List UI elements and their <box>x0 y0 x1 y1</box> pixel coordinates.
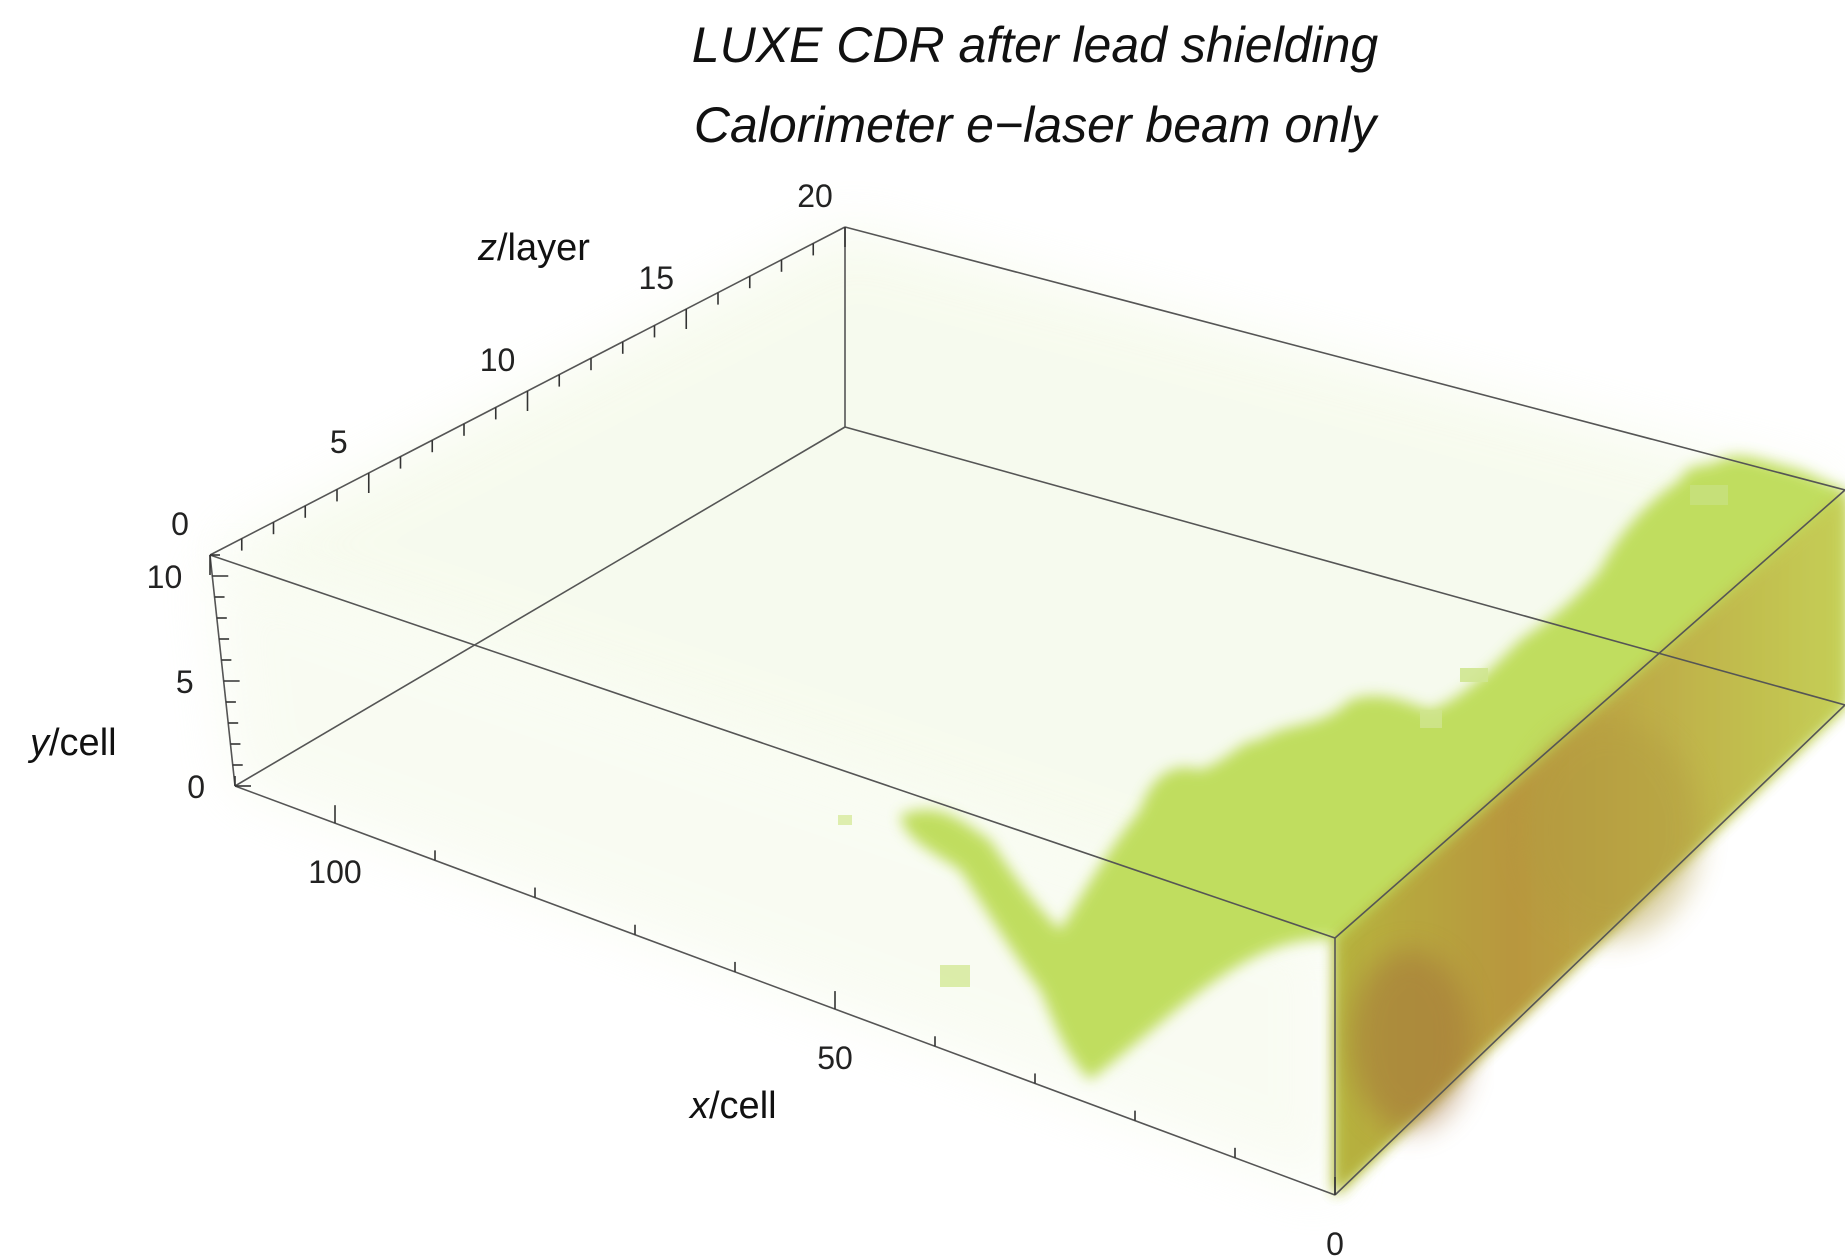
z-axis-var: z <box>477 227 497 269</box>
edge <box>209 554 236 787</box>
x-tick-label: 100 <box>308 854 361 890</box>
speck <box>940 965 970 987</box>
x-tick-label: 0 <box>1326 1226 1344 1257</box>
y-tick-label: 0 <box>187 769 205 805</box>
speck <box>838 815 852 825</box>
y-axis-unit: /cell <box>49 722 117 764</box>
z-tick-label: 5 <box>330 424 348 460</box>
z-tick-label: 10 <box>480 342 516 378</box>
z-axis-unit: /layer <box>497 227 590 269</box>
y-axis-var: y <box>27 722 51 764</box>
z-axis-label: z/layer <box>477 227 590 269</box>
z-tick-label: 20 <box>797 178 833 214</box>
z-tick-label: 0 <box>171 506 189 542</box>
y-tick-label: 5 <box>176 664 194 700</box>
haze-front <box>210 555 1335 1195</box>
speck <box>1690 485 1728 505</box>
edge <box>209 554 1336 939</box>
chart-title-line-2: Calorimeter e−laser beam only <box>694 97 1379 153</box>
chart-title-line-1: LUXE CDR after lead shielding <box>692 17 1379 73</box>
x-axis-var: x <box>688 1085 711 1127</box>
green-region <box>900 455 1845 1195</box>
edge <box>844 226 1845 491</box>
edge <box>844 426 1845 706</box>
edge <box>1334 704 1845 1196</box>
y-axis-label: y/cell <box>27 722 117 764</box>
speck <box>1420 710 1442 728</box>
speck <box>1460 668 1488 682</box>
box-edges <box>209 226 1845 1196</box>
y-tick-label: 10 <box>147 559 183 595</box>
x-axis-label: x/cell <box>688 1085 777 1127</box>
hot-core-2 <box>1520 720 1700 940</box>
edge <box>234 426 846 787</box>
x-axis-unit: /cell <box>709 1085 777 1127</box>
volume-density <box>210 227 1845 1195</box>
x-tick-label: 50 <box>817 1040 853 1076</box>
hot-core <box>1350 950 1470 1130</box>
z-tick-label: 15 <box>638 260 674 296</box>
edge <box>234 785 1336 1196</box>
edge <box>1334 489 1845 939</box>
